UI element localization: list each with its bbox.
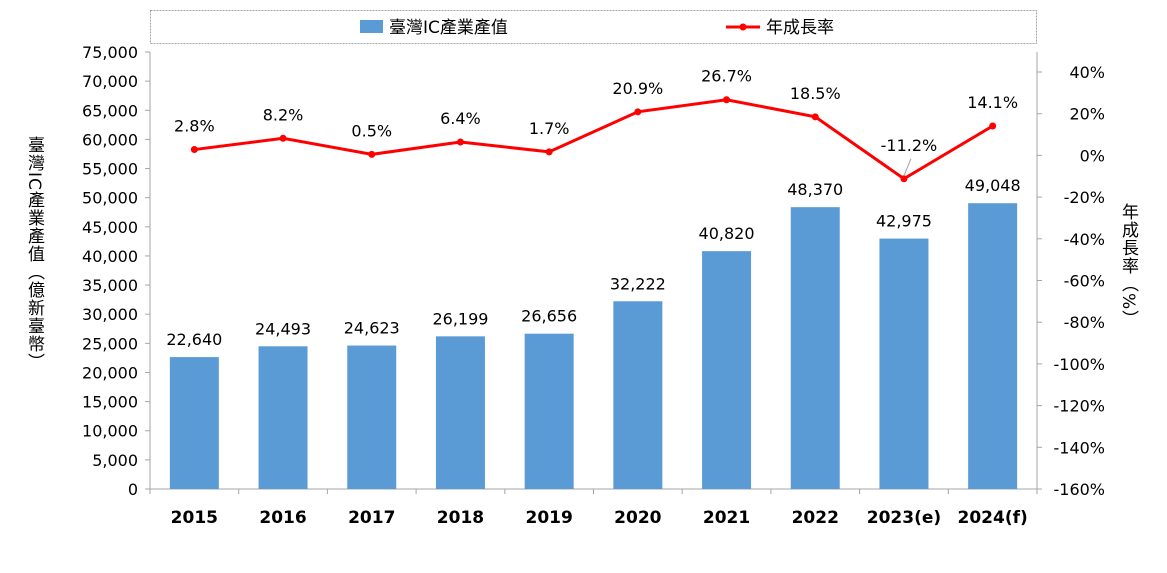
growth-point	[279, 134, 287, 142]
y-right-tick-label: 40%	[1069, 63, 1105, 82]
y-left-tick-label: 55,000	[82, 160, 138, 179]
y-left-tick-label: 65,000	[82, 101, 138, 120]
y-right-tick-label: -120%	[1053, 397, 1105, 416]
growth-value-label: 18.5%	[790, 84, 841, 103]
y-left-tick-label: 5,000	[92, 451, 138, 470]
growth-value-label: 8.2%	[263, 105, 304, 124]
growth-value-label: 20.9%	[612, 79, 663, 98]
growth-point	[545, 148, 553, 156]
x-tick-label: 2020	[614, 508, 661, 528]
bar	[258, 346, 308, 489]
growth-value-label: 1.7%	[529, 119, 570, 138]
bar-value-label: 32,222	[610, 274, 666, 293]
x-tick-label: 2024(f)	[958, 508, 1028, 528]
x-tick-label: 2018	[437, 508, 484, 528]
legend-box	[150, 10, 1037, 44]
bar	[347, 345, 397, 489]
y-right-title: 年成長率（%）	[1118, 203, 1138, 329]
x-tick-label: 2015	[171, 508, 218, 528]
legend-label-bar: 臺灣IC產業產值	[389, 18, 508, 38]
legend-bar-swatch	[360, 20, 383, 33]
x-tick-label: 2023(e)	[867, 508, 941, 528]
bar-value-label: 24,493	[255, 319, 311, 338]
growth-point	[190, 146, 198, 154]
x-tick-label: 2019	[525, 508, 572, 528]
bar-value-label: 40,820	[699, 224, 755, 243]
y-left-tick-label: 35,000	[82, 276, 138, 295]
growth-line	[194, 98, 994, 181]
growth-point	[456, 138, 464, 146]
bar-value-label: 24,623	[344, 319, 400, 338]
bar-value-label: 42,975	[876, 212, 932, 231]
y-right-tick-label: -80%	[1064, 313, 1105, 332]
x-tick-label: 2016	[259, 508, 306, 528]
y-right-tick-label: -140%	[1053, 438, 1105, 457]
bar-value-label: 22,640	[166, 330, 222, 349]
y-left-tick-label: 10,000	[82, 422, 138, 441]
growth-value-label: -11.2%	[881, 136, 938, 155]
growth-label-leader	[903, 158, 912, 176]
y-left-tick-label: 0	[128, 480, 138, 499]
legend-line-marker	[739, 23, 747, 31]
bar	[613, 301, 663, 489]
y-right-tick-label: -100%	[1053, 355, 1105, 374]
y-left-tick-label: 30,000	[82, 305, 138, 324]
x-tick-label: 2021	[703, 508, 750, 528]
growth-point	[368, 150, 376, 158]
growth-value-label: 14.1%	[967, 93, 1018, 112]
growth-point	[723, 96, 731, 104]
bar	[879, 238, 929, 489]
growth-value-label: 0.5%	[351, 121, 392, 140]
x-tick-label: 2022	[792, 508, 839, 528]
y-left-tick-label: 70,000	[82, 72, 138, 91]
y-right-tick-label: -40%	[1064, 230, 1105, 249]
growth-point	[900, 175, 908, 183]
growth-point	[811, 113, 819, 121]
y-left-title: 臺灣IC產業產值（億新臺幣）	[24, 136, 44, 371]
bar	[435, 336, 485, 489]
y-right-tick-label: -60%	[1064, 272, 1105, 291]
growth-value-label: 2.8%	[174, 117, 215, 136]
y-left-tick-label: 75,000	[82, 43, 138, 62]
bar	[790, 207, 840, 490]
legend-label-line: 年成長率	[766, 18, 834, 38]
bar	[169, 357, 219, 489]
bar-value-label: 26,199	[432, 309, 488, 328]
bar-value-label: 49,048	[965, 176, 1021, 195]
bar	[702, 251, 752, 489]
x-tick-label: 2017	[348, 508, 395, 528]
y-left-tick-label: 40,000	[82, 247, 138, 266]
growth-value-label: 26.7%	[701, 67, 752, 86]
growth-point	[989, 122, 997, 130]
y-left-tick-label: 15,000	[82, 393, 138, 412]
y-left-tick-label: 60,000	[82, 130, 138, 149]
y-left-tick-label: 45,000	[82, 218, 138, 237]
y-right-tick-label: 20%	[1069, 105, 1105, 124]
y-left-tick-label: 25,000	[82, 334, 138, 353]
y-left-tick-label: 20,000	[82, 363, 138, 382]
bar	[524, 333, 574, 489]
bar	[968, 203, 1018, 489]
y-left-tick-label: 50,000	[82, 189, 138, 208]
y-right-tick-label: -160%	[1053, 480, 1105, 499]
growth-point	[634, 108, 642, 116]
y-right-tick-label: 0%	[1080, 146, 1105, 165]
bar-value-label: 48,370	[787, 180, 843, 199]
growth-value-label: 6.4%	[440, 109, 481, 128]
bar-value-label: 26,656	[521, 307, 577, 326]
y-right-tick-label: -20%	[1064, 188, 1105, 207]
